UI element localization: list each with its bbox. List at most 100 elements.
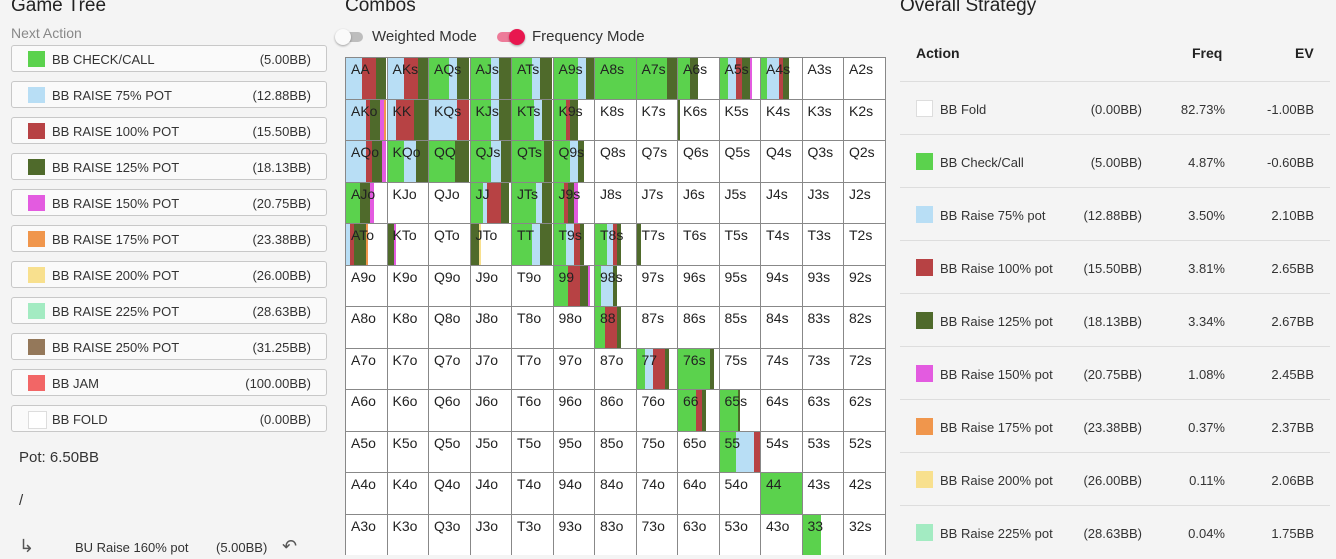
combo-cell[interactable]: 87o — [595, 348, 637, 390]
combo-cell[interactable]: 42s — [844, 473, 886, 515]
combo-cell[interactable]: KQs — [429, 99, 471, 141]
combo-cell[interactable]: ATs — [512, 58, 554, 100]
combo-cell[interactable]: 76s — [678, 348, 720, 390]
combo-cell[interactable]: A9s — [553, 58, 595, 100]
combo-cell[interactable]: AQs — [429, 58, 471, 100]
action-button[interactable]: BB RAISE 75% POT (12.88BB) — [11, 81, 327, 108]
combo-cell[interactable]: 75s — [719, 348, 761, 390]
combo-cell[interactable]: K7s — [636, 99, 678, 141]
combo-cell[interactable]: 65o — [678, 431, 720, 473]
combo-cell[interactable]: 87s — [636, 307, 678, 349]
combo-cell[interactable]: J5s — [719, 182, 761, 224]
combo-cell[interactable]: 63o — [678, 514, 720, 555]
combo-cell[interactable]: K2s — [844, 99, 886, 141]
combo-cell[interactable]: 94s — [761, 265, 803, 307]
combo-cell[interactable]: T7o — [512, 348, 554, 390]
combo-cell[interactable]: 96o — [553, 390, 595, 432]
combo-cell[interactable]: J6o — [470, 390, 512, 432]
combo-cell[interactable]: 95o — [553, 431, 595, 473]
combo-cell[interactable]: AKs — [387, 58, 429, 100]
combo-cell[interactable]: 99 — [553, 265, 595, 307]
combo-cell[interactable]: 74s — [761, 348, 803, 390]
combo-cell[interactable]: 43s — [802, 473, 844, 515]
combo-cell[interactable]: JTo — [470, 224, 512, 266]
combo-cell[interactable]: Q6s — [678, 141, 720, 183]
combo-cell[interactable]: Q9s — [553, 141, 595, 183]
combo-cell[interactable]: 33 — [802, 514, 844, 555]
combo-cell[interactable]: JTs — [512, 182, 554, 224]
combo-cell[interactable]: Q7s — [636, 141, 678, 183]
combo-cell[interactable]: K3s — [802, 99, 844, 141]
combo-cell[interactable]: A6o — [346, 390, 388, 432]
combo-cell[interactable]: Q4s — [761, 141, 803, 183]
combo-cell[interactable]: 85s — [719, 307, 761, 349]
action-button[interactable]: BB RAISE 175% POT (23.38BB) — [11, 225, 327, 252]
combo-cell[interactable]: J4o — [470, 473, 512, 515]
combo-cell[interactable]: QJo — [429, 182, 471, 224]
combo-cell[interactable]: A4s — [761, 58, 803, 100]
combo-cell[interactable]: T9o — [512, 265, 554, 307]
combo-cell[interactable]: 98s — [595, 265, 637, 307]
combo-cell[interactable]: 72s — [844, 348, 886, 390]
combo-cell[interactable]: AJs — [470, 58, 512, 100]
combo-cell[interactable]: QQ — [429, 141, 471, 183]
combo-cell[interactable]: K5o — [387, 431, 429, 473]
action-button[interactable]: BB RAISE 100% POT (15.50BB) — [11, 117, 327, 144]
combo-cell[interactable]: A7s — [636, 58, 678, 100]
combo-cell[interactable]: Q3o — [429, 514, 471, 555]
combo-cell[interactable]: KJo — [387, 182, 429, 224]
combo-cell[interactable]: 74o — [636, 473, 678, 515]
combo-cell[interactable]: T2s — [844, 224, 886, 266]
combo-cell[interactable]: JJ — [470, 182, 512, 224]
combo-cell[interactable]: T8o — [512, 307, 554, 349]
combo-cell[interactable]: A5s — [719, 58, 761, 100]
weighted-mode-toggle[interactable]: Weighted Mode — [335, 28, 487, 46]
combo-cell[interactable]: J9o — [470, 265, 512, 307]
combo-cell[interactable]: AKo — [346, 99, 388, 141]
combo-cell[interactable]: A7o — [346, 348, 388, 390]
combo-cell[interactable]: A2s — [844, 58, 886, 100]
combo-cell[interactable]: K5s — [719, 99, 761, 141]
combo-cell[interactable]: T7s — [636, 224, 678, 266]
combo-cell[interactable]: K7o — [387, 348, 429, 390]
combo-cell[interactable]: 63s — [802, 390, 844, 432]
combo-cell[interactable]: KTs — [512, 99, 554, 141]
combo-cell[interactable]: J8s — [595, 182, 637, 224]
combo-cell[interactable]: J7s — [636, 182, 678, 224]
combo-cell[interactable]: 73o — [636, 514, 678, 555]
combo-cell[interactable]: J4s — [761, 182, 803, 224]
combo-cell[interactable]: 77 — [636, 348, 678, 390]
combo-cell[interactable]: K8s — [595, 99, 637, 141]
combo-cell[interactable]: A4o — [346, 473, 388, 515]
combo-cell[interactable]: Q5o — [429, 431, 471, 473]
combo-cell[interactable]: 64s — [761, 390, 803, 432]
action-button[interactable]: BB RAISE 225% POT (28.63BB) — [11, 297, 327, 324]
combo-cell[interactable]: K3o — [387, 514, 429, 555]
combo-cell[interactable]: J3o — [470, 514, 512, 555]
combo-cell[interactable]: 84o — [595, 473, 637, 515]
action-button[interactable]: BB RAISE 200% POT (26.00BB) — [11, 261, 327, 288]
combo-cell[interactable]: 83s — [802, 307, 844, 349]
combo-cell[interactable]: J6s — [678, 182, 720, 224]
combo-cell[interactable]: Q8o — [429, 307, 471, 349]
combo-cell[interactable]: 44 — [761, 473, 803, 515]
combo-cell[interactable]: 83o — [595, 514, 637, 555]
action-button[interactable]: BB CHECK/CALL (5.00BB) — [11, 45, 327, 72]
combo-cell[interactable]: T6s — [678, 224, 720, 266]
combo-cell[interactable]: 54o — [719, 473, 761, 515]
action-button[interactable]: BB FOLD (0.00BB) — [11, 405, 327, 432]
combo-cell[interactable]: J8o — [470, 307, 512, 349]
combo-cell[interactable]: A8o — [346, 307, 388, 349]
combo-cell[interactable]: A6s — [678, 58, 720, 100]
combo-cell[interactable]: T4s — [761, 224, 803, 266]
combo-cell[interactable]: AJo — [346, 182, 388, 224]
combo-cell[interactable]: 88 — [595, 307, 637, 349]
combo-cell[interactable]: Q2s — [844, 141, 886, 183]
combo-cell[interactable]: 73s — [802, 348, 844, 390]
combo-cell[interactable]: Q5s — [719, 141, 761, 183]
combo-cell[interactable]: 93o — [553, 514, 595, 555]
combo-cell[interactable]: 65s — [719, 390, 761, 432]
combo-cell[interactable]: K9s — [553, 99, 595, 141]
combo-cell[interactable]: QTo — [429, 224, 471, 266]
combo-cell[interactable]: KK — [387, 99, 429, 141]
